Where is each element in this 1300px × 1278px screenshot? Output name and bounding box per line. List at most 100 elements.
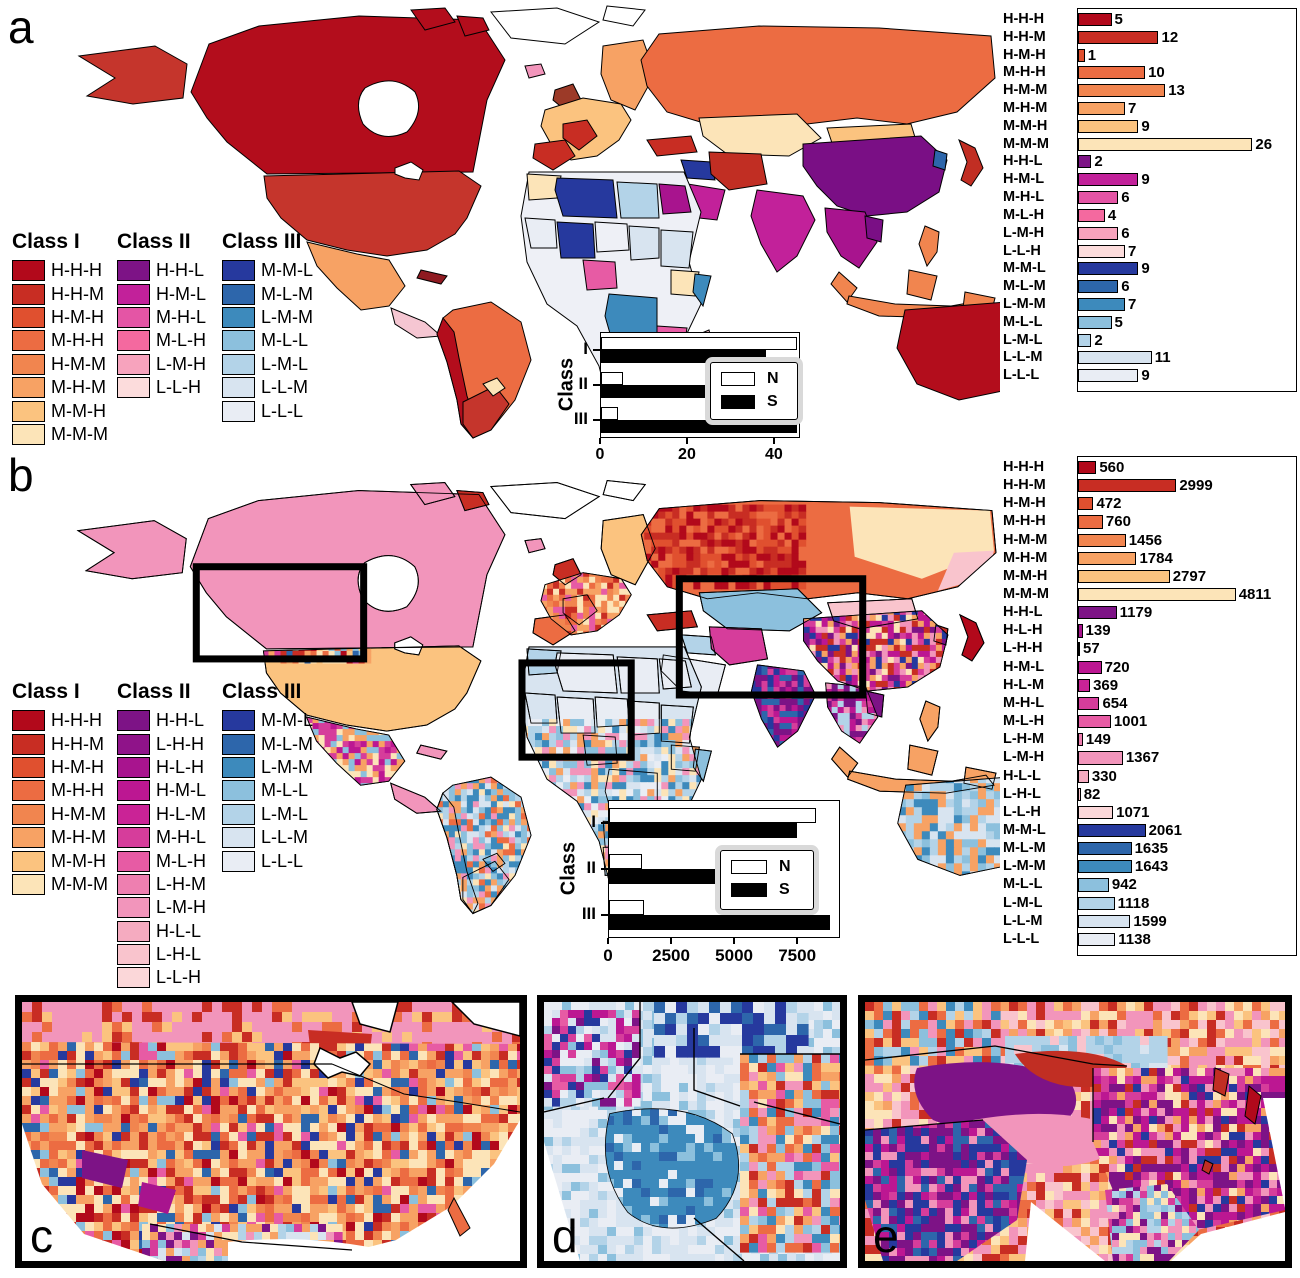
region-camerica [389,782,443,814]
legend-item-label: H-H-M [51,283,104,304]
bar [1078,533,1126,547]
legend-item-label: H-H-M [51,733,104,754]
bar [1078,678,1091,692]
mosaic-region [436,777,532,914]
legend-color-swatch [12,330,45,352]
legend-item: L-L-L [222,849,318,872]
region-arcticw1 [489,482,601,520]
legend-color-swatch [12,780,45,802]
legend-item-label: M-M-M [51,873,108,894]
mosaic-region [654,1002,809,1058]
legend-color-swatch [12,710,45,732]
bar-category-label: L-M-H [1003,224,1045,241]
bar-value-label: 760 [1105,513,1131,531]
x-tick [772,438,775,444]
legend-label-s: S [779,881,790,898]
panel-c-label: c [30,1210,53,1262]
bar [1078,369,1139,383]
panel-a-label: a [8,1,34,53]
legend-color-swatch [222,353,255,375]
region-usa [263,170,482,257]
bar-category-label: M-L-L [1003,313,1043,330]
legend-color-swatch [117,377,150,399]
bar [1078,769,1089,783]
legend-color-swatch [117,283,150,305]
mosaic-region [803,610,948,691]
legend-item-label: M-H-L [156,827,206,848]
x-tick [607,938,609,944]
legend-item-label: M-M-L [261,710,313,731]
region-somalia [692,273,712,308]
legend-item-label: M-L-L [261,330,309,351]
legend-color-swatch [222,283,255,305]
bar-category-label: L-M-M [1003,858,1046,875]
legend-item-label: H-L-M [156,803,206,824]
bar-value-label: 10 [1148,64,1165,82]
bar-category-label: H-M-M [1003,82,1048,99]
bar-value-label: 369 [1093,676,1119,694]
bar-value-label: 1784 [1139,549,1173,567]
legend-label-n: N [767,370,779,387]
bar [1078,624,1083,638]
region-libya [616,181,660,219]
bar-value-label: 149 [1085,731,1111,749]
bar [1078,914,1131,928]
legend-item-label: H-H-L [156,710,204,731]
region-sea2 [864,215,884,243]
legend-color-swatch [117,850,150,872]
legend-item-label: L-H-M [156,873,206,894]
mosaic-region [644,504,807,590]
bar-n [609,900,645,915]
bar-value-label: 2061 [1148,821,1182,839]
bar-category-label: M-H-L [1003,694,1045,711]
legend-item: M-H-L [117,826,213,849]
bar-value-label: 2 [1094,153,1103,171]
legend-class-title: Class II [117,680,191,703]
legend-label-s: S [767,393,778,410]
bar-value-label: 7 [1127,100,1137,118]
bar-value-label: 1367 [1125,749,1160,767]
bar-value-label: 13 [1168,82,1185,100]
bar [1078,13,1112,26]
bar-value-label: 2 [1094,331,1103,349]
x-tick [733,938,736,944]
bar [1078,119,1139,133]
region-scand [600,39,656,111]
legend-color-swatch [117,897,150,919]
bar-value-label: 139 [1085,622,1111,640]
legend-item-label: H-M-H [51,306,104,327]
bar [1078,155,1092,169]
bar-category-label: M-H-M [1003,549,1048,566]
legend-item-label: H-M-M [51,353,106,374]
bar-category-label: M-H-L [1003,189,1045,206]
region-canada [190,15,506,175]
region-camerica [390,307,443,339]
legend-item-label: H-H-H [51,260,102,281]
bar [1078,715,1111,729]
bar-category-label: H-M-H [1003,46,1046,63]
category-label: I [591,812,596,831]
bar-value-label: 1643 [1134,858,1169,876]
bar-category-label: M-L-H [1003,713,1045,730]
category-tick [593,419,600,422]
bar [1078,733,1083,747]
bar-category-label: L-L-L [1003,367,1040,384]
category-label: II [578,374,588,393]
bar-value-label: 1635 [1134,840,1168,858]
legend-item: H-M-H [12,306,108,329]
legend-item: H-H-L [117,709,213,732]
bar-value-label: 942 [1111,876,1137,894]
region-sudan [660,229,694,269]
bar [1078,860,1132,874]
legend-item: H-M-M [12,803,108,826]
region-chad [628,225,660,261]
bar [1078,696,1100,711]
bar [1078,66,1146,80]
legend-color-swatch [12,353,45,375]
legend-color-swatch [117,710,150,732]
legend-item: M-H-M [12,376,108,399]
legend-item: M-M-M [12,423,108,446]
legend-item: H-H-M [12,732,108,755]
bar-value-label: 560 [1099,459,1125,476]
